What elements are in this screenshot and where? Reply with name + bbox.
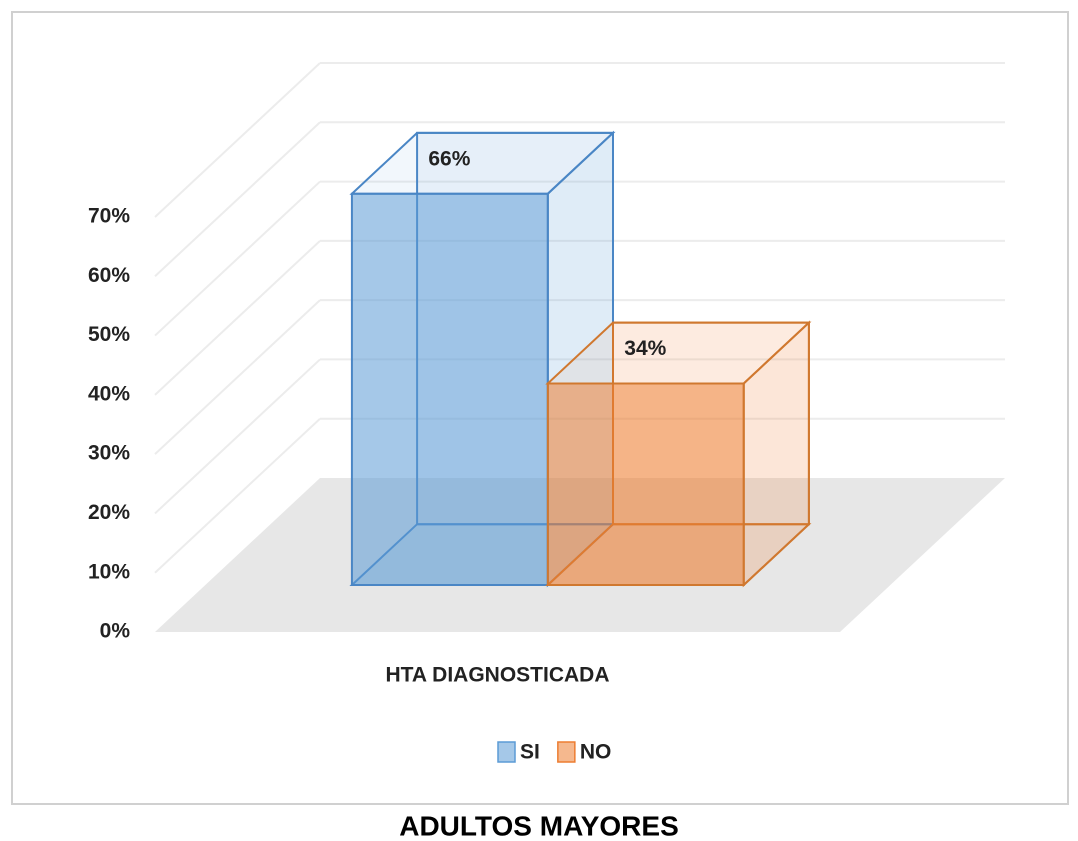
grid-line (154, 358, 321, 515)
x-tick-label: HTA DIAGNOSTICADA (386, 664, 610, 687)
grid-line (154, 121, 321, 278)
grid-line (154, 299, 321, 455)
y-tick-label: 20% (88, 501, 130, 524)
y-tick-label: 0% (100, 620, 131, 643)
grid-line (154, 240, 321, 396)
y-tick-label: 50% (88, 323, 130, 346)
grid-line (154, 62, 321, 218)
bar (350, 192, 549, 587)
legend-label: NO (580, 741, 612, 764)
grid-line (154, 180, 321, 337)
bar (546, 382, 745, 587)
y-tick-label: 40% (88, 382, 130, 405)
grid-line (154, 417, 321, 574)
legend-label: SI (520, 741, 540, 764)
y-tick-label: 30% (88, 442, 130, 465)
chart-title: ADULTOS MAYORES (399, 810, 679, 841)
y-tick-label: 10% (88, 560, 130, 583)
legend-swatch (557, 741, 576, 763)
y-tick-label: 60% (88, 264, 130, 287)
data-label: 34% (624, 337, 666, 360)
legend-swatch (497, 741, 516, 763)
data-label: 66% (428, 147, 470, 170)
y-tick-label: 70% (88, 205, 130, 228)
